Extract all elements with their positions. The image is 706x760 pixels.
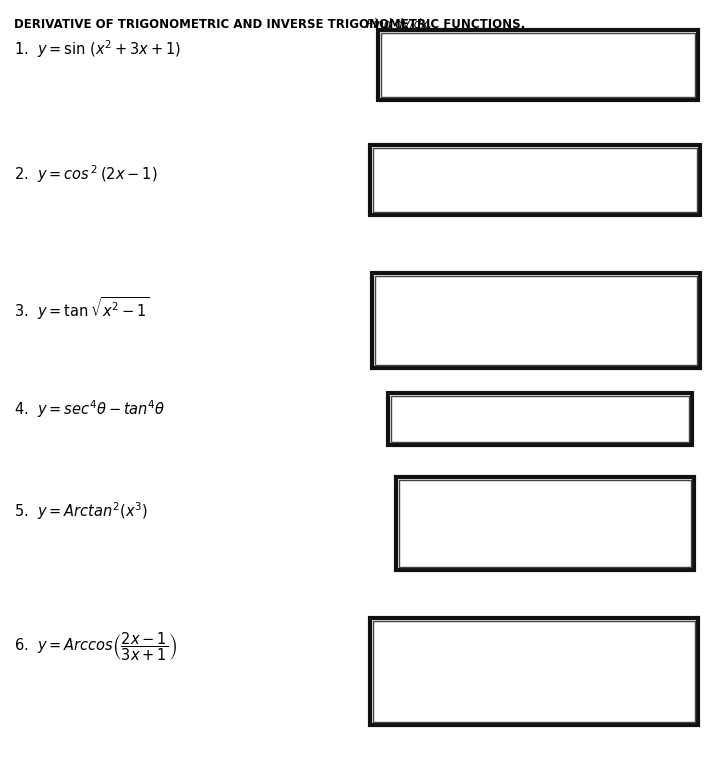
Bar (370, 618, 698, 725)
Text: 3.  $y = \tan\sqrt{x^2 - 1}$: 3. $y = \tan\sqrt{x^2 - 1}$ (14, 295, 150, 322)
Bar (373, 621, 695, 722)
Bar (396, 477, 694, 570)
Bar (378, 30, 698, 100)
Bar (388, 393, 692, 445)
Bar (372, 273, 700, 368)
Bar (375, 276, 697, 365)
Bar (399, 480, 691, 567)
Bar (370, 145, 700, 215)
Text: Find dy/dx,: Find dy/dx, (14, 18, 432, 31)
Text: 6.  $y = \mathit{Arccos}\left(\dfrac{2x-1}{3x+1}\right)$: 6. $y = \mathit{Arccos}\left(\dfrac{2x-1… (14, 630, 177, 663)
Bar (391, 396, 689, 442)
Text: 2.  $y = \mathit{cos}^{\,2}\,(2x - 1)$: 2. $y = \mathit{cos}^{\,2}\,(2x - 1)$ (14, 163, 157, 185)
Text: 1.  $y = \sin\,(x^2 + 3x + 1)$: 1. $y = \sin\,(x^2 + 3x + 1)$ (14, 38, 181, 60)
Text: 5.  $y = \mathit{Arctan}^{2}(x^3)$: 5. $y = \mathit{Arctan}^{2}(x^3)$ (14, 500, 148, 521)
Bar (381, 33, 695, 97)
Text: 4.  $y = \mathit{sec}^4\theta - \mathit{tan}^4\theta$: 4. $y = \mathit{sec}^4\theta - \mathit{t… (14, 398, 165, 420)
Bar (373, 148, 697, 212)
Text: DERIVATIVE OF TRIGONOMETRIC AND INVERSE TRIGONOMETRIC FUNCTIONS.: DERIVATIVE OF TRIGONOMETRIC AND INVERSE … (14, 18, 525, 31)
